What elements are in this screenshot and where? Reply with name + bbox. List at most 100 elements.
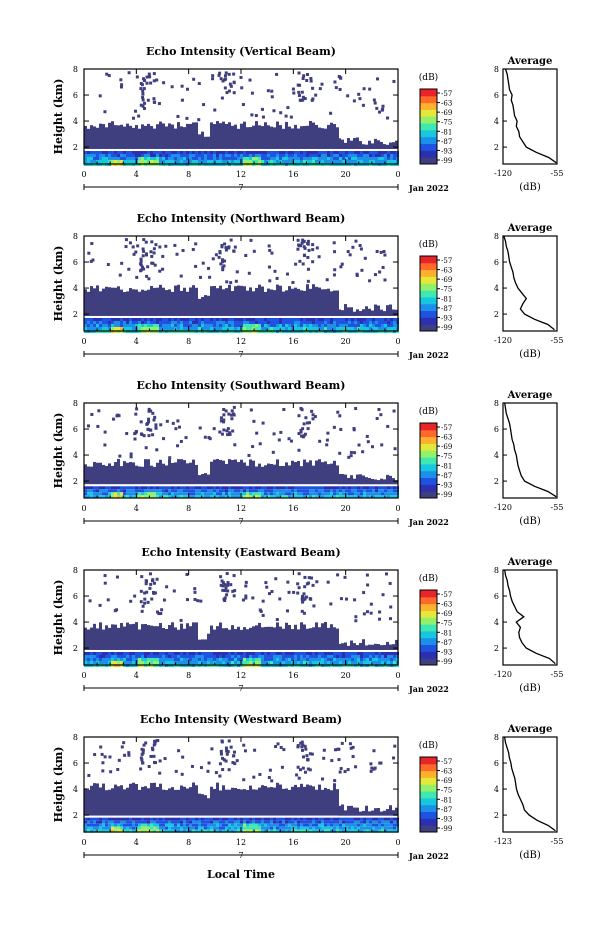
cloud-cell <box>288 789 291 816</box>
boundary-cell <box>84 317 87 321</box>
echo-cell <box>377 407 381 411</box>
boundary-cell <box>375 657 378 661</box>
boundary-cell <box>294 317 297 321</box>
echo-cell <box>222 758 226 762</box>
boundary-cell <box>153 657 156 661</box>
cloud-cell <box>162 463 165 485</box>
boundary-cell <box>342 492 345 496</box>
cloud-cell <box>303 624 306 650</box>
boundary-cell <box>189 651 192 655</box>
colorbar-tick-label: -93 <box>441 147 452 155</box>
echo-cell <box>153 415 157 419</box>
boundary-cell <box>120 657 123 661</box>
echo-cell <box>142 238 146 242</box>
boundary-cell <box>300 492 303 496</box>
cloud-cell <box>356 474 359 487</box>
boundary-cell <box>198 323 201 327</box>
echo-cell <box>155 610 159 614</box>
boundary-cell <box>228 489 231 493</box>
cloud-cell <box>180 126 183 149</box>
boundary-cell <box>132 159 135 163</box>
cloud-cell <box>321 289 324 316</box>
boundary-cell <box>300 150 303 154</box>
boundary-cell <box>162 657 165 661</box>
echo-cell <box>389 605 393 609</box>
boundary-cell <box>93 823 96 827</box>
boundary-cell <box>357 159 360 163</box>
boundary-cell <box>198 829 201 833</box>
cloud-cell <box>198 793 201 816</box>
boundary-cell <box>291 492 294 496</box>
echo-cell <box>275 72 279 76</box>
boundary-cell <box>129 826 132 830</box>
boundary-cell <box>243 817 246 821</box>
boundary-cell <box>162 495 165 499</box>
cloud-cell <box>129 461 132 485</box>
boundary-cell <box>219 820 222 824</box>
boundary-cell <box>216 320 219 324</box>
boundary-cell <box>108 826 111 830</box>
y-tick-label: 2 <box>73 644 78 653</box>
boundary-cell <box>264 657 267 661</box>
boundary-cell <box>210 320 213 324</box>
boundary-cell <box>189 826 192 830</box>
boundary-cell <box>162 320 165 324</box>
profile-line <box>504 569 556 665</box>
colorbar-band <box>420 296 437 305</box>
boundary-cell <box>240 820 243 824</box>
cloud-cell <box>123 126 126 149</box>
boundary-cell <box>303 486 306 490</box>
boundary-cell <box>117 829 120 833</box>
echo-cell <box>301 240 305 244</box>
boundary-cell <box>219 495 222 499</box>
boundary-cell <box>180 660 183 664</box>
boundary-cell <box>288 660 291 664</box>
boundary-cell <box>204 317 207 321</box>
boundary-cell <box>306 153 309 157</box>
boundary-cell <box>384 829 387 833</box>
boundary-cell <box>390 486 393 490</box>
boundary-cell <box>234 153 237 157</box>
boundary-cell <box>153 150 156 154</box>
boundary-cell <box>288 817 291 821</box>
cloud-cell <box>102 124 105 149</box>
echo-cell <box>161 254 165 258</box>
echo-cell <box>250 91 254 95</box>
cloud-cell <box>315 124 318 149</box>
echo-cell <box>310 752 314 756</box>
boundary-cell <box>393 489 396 493</box>
colorbar-tick-label: -57 <box>441 591 452 599</box>
boundary-cell <box>267 654 270 658</box>
boundary-cell <box>171 820 174 824</box>
echo-cell <box>297 448 301 452</box>
echo-cell <box>232 249 236 253</box>
boundary-cell <box>375 326 378 330</box>
boundary-cell <box>273 495 276 499</box>
y-axis-label: Height (km) <box>52 79 65 155</box>
echo-cell <box>302 253 306 257</box>
boundary-cell <box>387 159 390 163</box>
profile-y-tick-label: 2 <box>494 477 499 486</box>
heatmap-cells <box>84 71 399 166</box>
boundary-cell <box>342 817 345 821</box>
cloud-cell <box>96 462 99 485</box>
boundary-cell <box>219 826 222 830</box>
x-tick-label: 20 <box>341 337 351 346</box>
boundary-cell <box>87 317 90 321</box>
cloud-cell <box>324 621 327 650</box>
boundary-cell <box>129 153 132 157</box>
boundary-cell <box>144 323 147 327</box>
echo-cell <box>224 759 228 763</box>
boundary-cell <box>336 156 339 160</box>
boundary-cell <box>96 826 99 830</box>
boundary-cell <box>216 323 219 327</box>
cloud-cell <box>327 124 330 149</box>
boundary-cell <box>186 159 189 163</box>
boundary-cell <box>303 320 306 324</box>
echo-cell <box>296 591 300 595</box>
boundary-cell <box>156 654 159 658</box>
boundary-cell <box>312 320 315 324</box>
profile-line <box>503 235 555 331</box>
boundary-cell <box>345 486 348 490</box>
boundary-cell <box>288 153 291 157</box>
